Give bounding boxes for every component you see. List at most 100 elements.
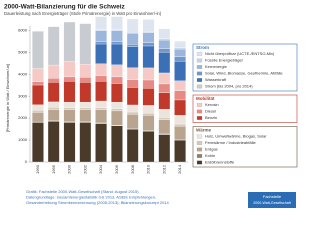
bar-segment [158,92,171,110]
bar-segment [63,122,76,163]
bar-segment [142,131,155,163]
legend-box [192,126,298,168]
bar-segment [47,121,60,163]
bar-segment [174,80,186,91]
bar-segment [126,46,139,68]
legend-label: Kohle [205,153,216,158]
bar-segment [174,115,186,125]
bar-segment [142,105,155,114]
bar-segment [32,68,44,82]
legend-swatch [196,160,203,165]
logo-text: Fachstelle [263,194,282,199]
bar-segment [158,51,171,74]
bar-segment [142,112,155,116]
x-tick-label: 2008 [130,164,135,174]
bar-segment [32,84,44,105]
bar-segment [142,19,155,32]
bar-segment [174,48,186,57]
bar-segment [63,109,76,123]
legend-swatch [196,78,203,82]
bar-segment [95,30,107,42]
legend-swatch [196,154,203,158]
bar-segment [63,76,76,82]
bar-segment [47,82,60,103]
bar-segment [47,26,60,66]
legend-label: Fossile Energieträger [205,58,244,63]
legend-label: Kernenergie [205,64,228,69]
x-tick-label: 2010 [146,164,151,174]
x-tick-label: 1990 [35,164,40,174]
footer-text: Datengrundlage: Gesamtenergiestatistik G… [26,195,156,200]
bar-segment [142,31,155,33]
bar-segment [47,109,60,121]
legend-group-title: Strom [196,45,209,50]
bar-segment [63,21,76,62]
bar-segment [158,39,171,49]
legend-group-title: Wärme [196,128,212,133]
footer-text: Gesamterhebung Stromkennzeichnung (2005-… [26,200,170,205]
bar-segment [126,44,139,47]
bar-segment [158,83,171,93]
bar-segment [174,40,186,48]
bar-segment [79,82,92,103]
bar-segment [126,79,139,88]
bar-segment [126,18,139,33]
bar-segment [79,101,92,108]
bar-segment [158,119,171,135]
bar-segment [79,64,92,78]
legend-label: Fernwärme / Industrieabfälle [205,140,256,145]
bar-segment [174,47,186,50]
legend-box [192,43,298,92]
legend-label: Diesel [205,109,216,114]
x-tick-label: 2014 [177,164,182,174]
bar-segment [79,122,92,163]
legend-label: Holz, Umweltwärme, Biogas, Solar [205,134,267,139]
bar-segment [32,110,44,113]
bar-segment [126,67,139,80]
bar-segment [79,77,92,83]
logo-box [248,192,296,208]
logo-text: 2000-Watt-Gesellschaft [253,201,290,205]
bar-segment [158,108,171,118]
bar-segment [47,78,60,83]
x-tick-label: 2002 [82,164,87,174]
legend-label: Erdgas [205,147,218,152]
bar-segment [126,111,139,115]
x-tick-label: 2006 [114,164,119,174]
x-tick-label: 2004 [98,164,103,174]
bar-segment [111,41,123,45]
y-tick-label: 2000 [18,115,28,120]
bar-segment [158,28,171,39]
bar-segment [63,107,76,110]
y-tick-label: 0 [25,159,28,164]
bar-segment [126,87,139,106]
bar-segment [79,107,92,110]
chart: 2000-Watt-Bilanzierung für die Schweiz D… [4,4,298,208]
bar-segment [111,125,123,163]
bar-segment [142,79,155,89]
y-tick-label: 6000 [18,27,28,32]
y-axis-label: [Primärenergie in Watt / Einwohner/-in] [5,64,10,133]
bar-segment [111,64,123,78]
bar-segment [126,31,139,34]
bar-segment [63,61,76,78]
legend-swatch [196,147,203,152]
bar-segment [174,90,186,101]
bar-segment [111,43,123,65]
bar-segment [111,29,123,31]
bar-segment [158,72,171,85]
y-tick-label: 1000 [18,137,28,142]
bar-segment [111,110,123,126]
bar-segment [158,117,171,120]
legend-label: Nicht überprüfbar (UCTE-/ENTSO-Mix) [205,51,275,56]
legend-label: Solar, Wind, Biomasse, Geothermie, Abfäl… [205,71,283,76]
bar-segment [95,100,107,108]
legend-swatch [196,116,203,120]
y-tick-label: 5000 [18,49,28,54]
bar-segment [174,139,186,163]
bar-segment [111,16,123,30]
bar-segment [111,83,123,103]
bar-segment [32,122,44,163]
legend-label: Wasserkraft [205,77,227,82]
bar-segment [32,121,44,123]
